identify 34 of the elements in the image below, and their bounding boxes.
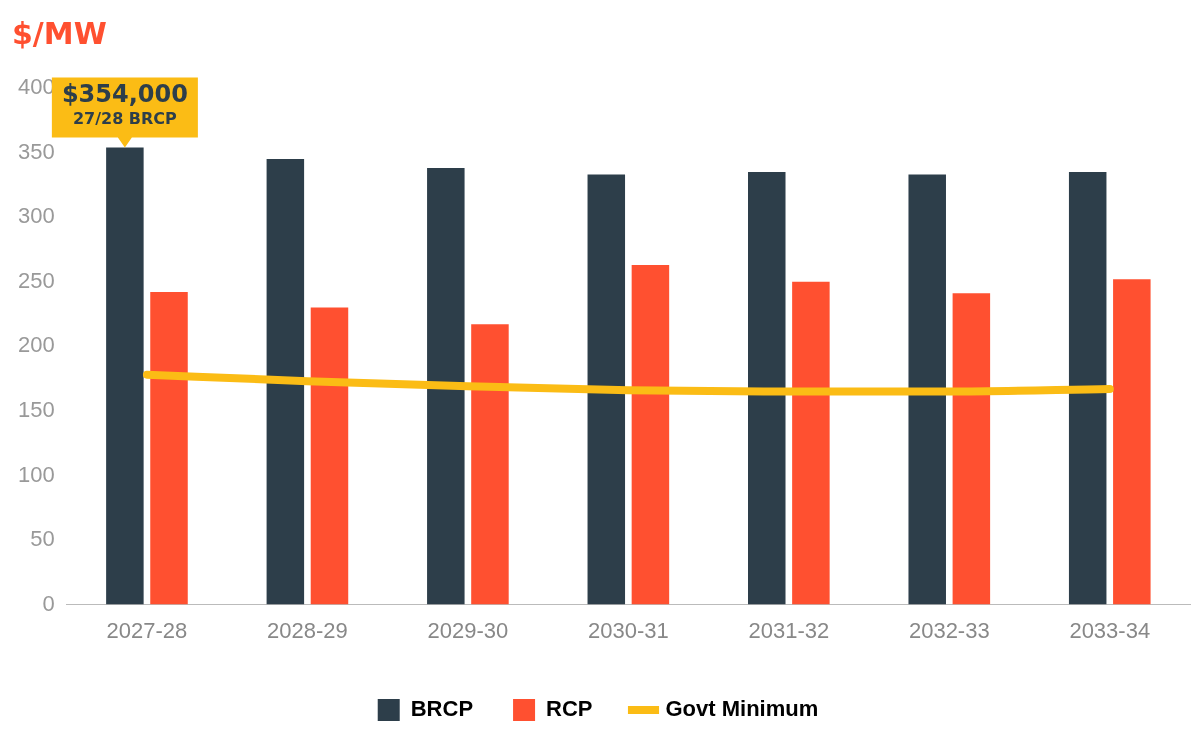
bar	[266, 159, 305, 605]
bar	[952, 293, 991, 605]
x-tick-label: 2027-28	[106, 617, 188, 643]
bar	[587, 174, 626, 605]
x-tick-label: 2032-33	[908, 617, 990, 643]
y-tick-label: 150	[17, 396, 55, 422]
bar	[427, 168, 465, 605]
y-tick-label: 350	[17, 138, 55, 164]
x-tick-label: 2031-32	[748, 617, 830, 643]
y-tick-label: 100	[17, 461, 55, 487]
y-axis-title: $/MW	[12, 16, 107, 51]
annotation: $354,000 27/28 BRCP	[61, 79, 188, 128]
y-tick-label: 200	[17, 332, 55, 358]
bar	[792, 281, 830, 605]
x-tick-label: 2030-31	[587, 617, 669, 643]
y-tick-label: 300	[17, 203, 55, 229]
bar	[748, 171, 786, 605]
bar	[106, 147, 144, 605]
x-tick-label: 2033-34	[1069, 617, 1151, 643]
y-tick-label: 0	[42, 590, 55, 616]
y-tick-label: 250	[17, 267, 55, 293]
bar	[908, 174, 946, 605]
legend-label: RCP	[546, 696, 593, 722]
legend-label: Govt Minimum	[665, 696, 819, 722]
x-tick-label: 2029-30	[427, 617, 509, 643]
bar	[150, 292, 188, 605]
legend-label: BRCP	[410, 696, 474, 722]
y-tick-label: 50	[30, 526, 55, 552]
bar	[471, 324, 509, 605]
bar	[631, 264, 670, 605]
x-tick-label: 2028-29	[267, 617, 348, 643]
bar	[310, 307, 349, 605]
bar	[1068, 171, 1107, 605]
bar	[1113, 279, 1151, 605]
